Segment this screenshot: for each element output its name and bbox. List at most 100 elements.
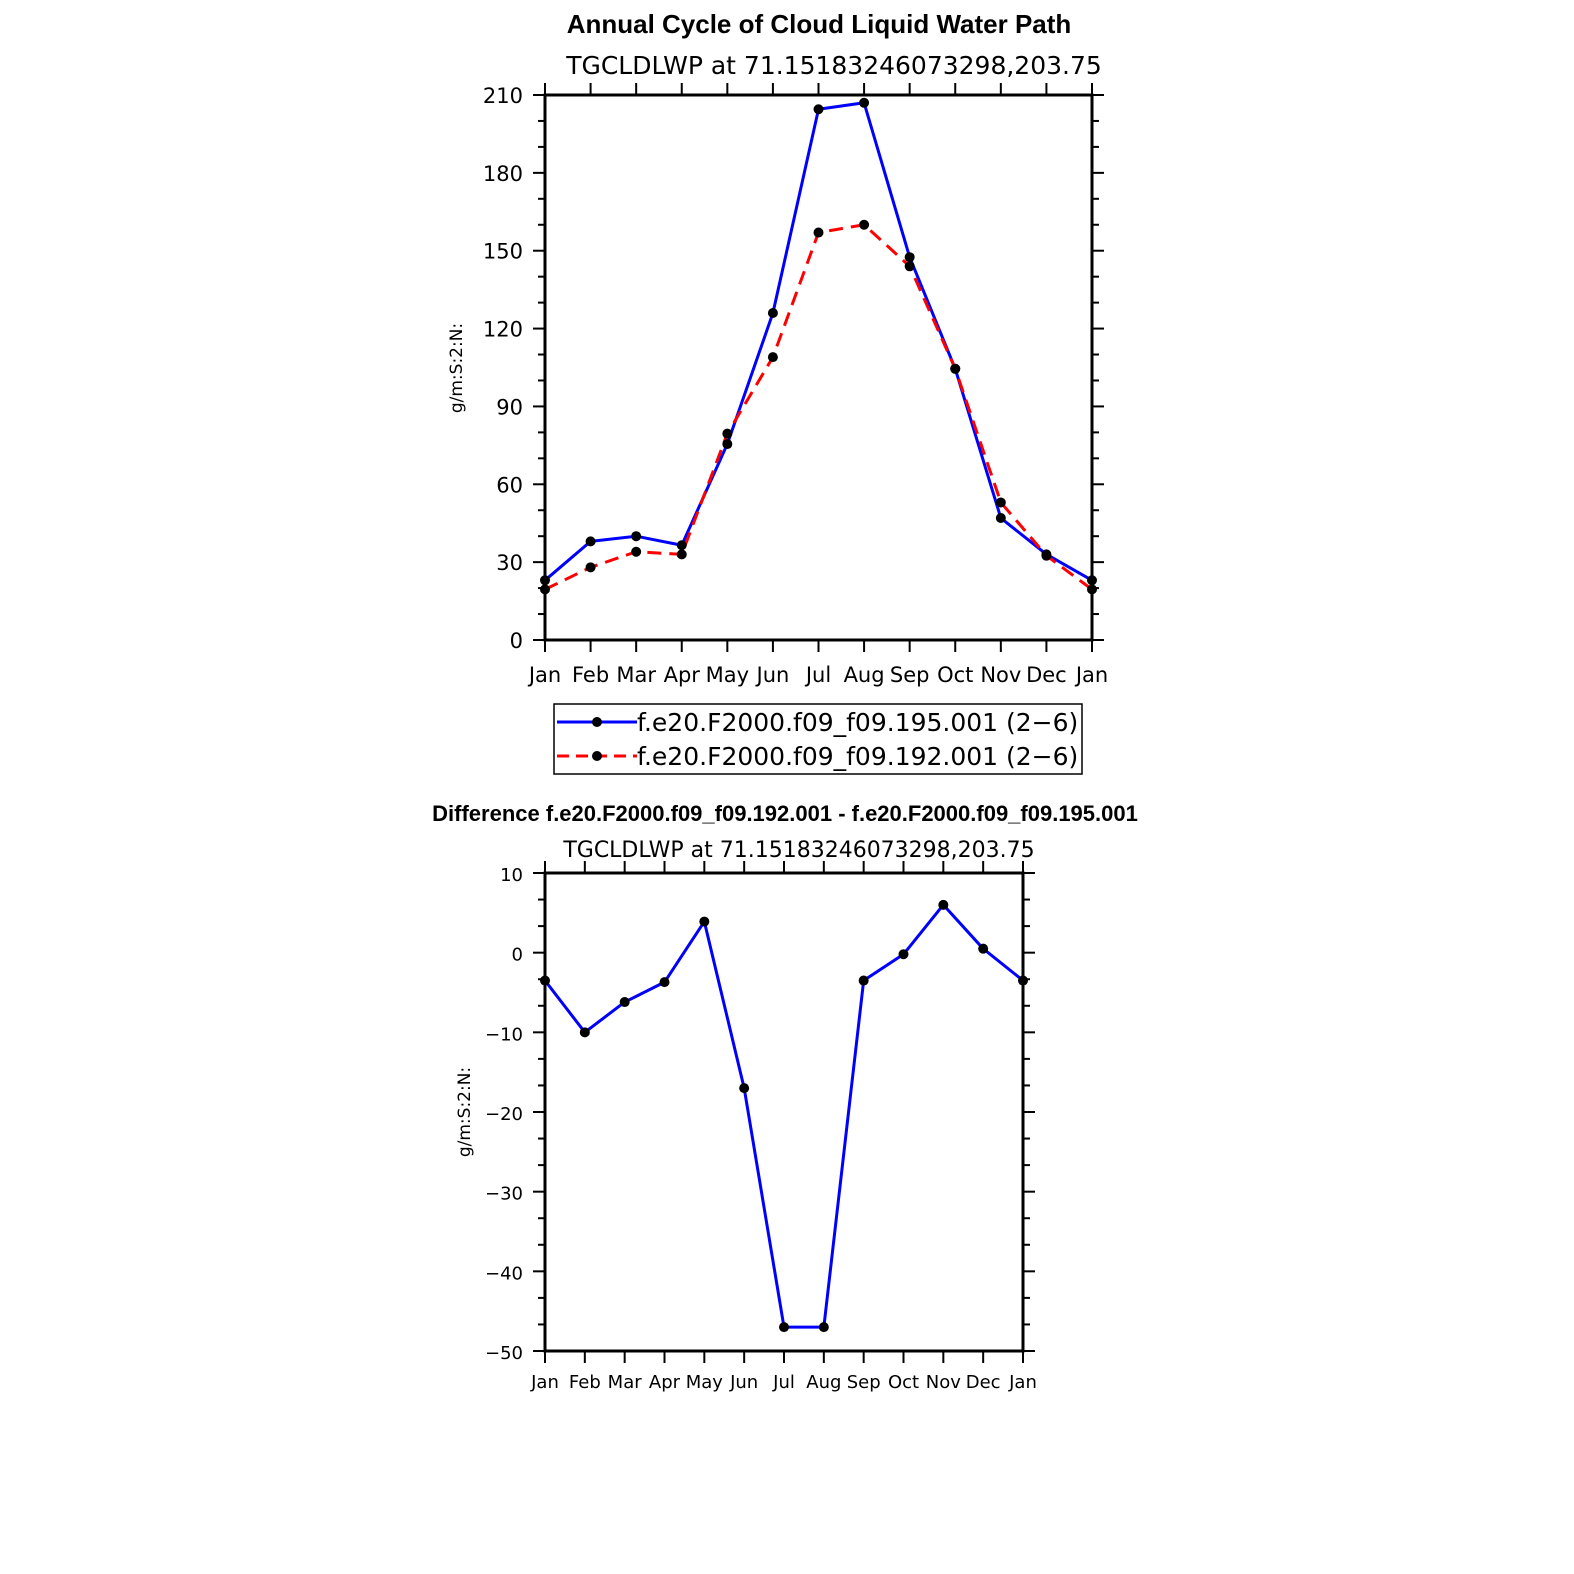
x-tick-label: May [686,1372,724,1393]
y-tick-label: 210 [483,84,523,108]
y-tick-label: 0 [510,629,523,653]
y-tick-label: 0 [512,945,523,966]
series-1-point [938,899,949,910]
x-tick-label: Jan [1008,1372,1037,1393]
series-1-point [540,575,550,586]
y-tick-label: 120 [483,318,523,342]
series-1-point [818,1322,829,1333]
series-2-point [540,584,550,595]
x-tick-label: May [706,663,749,687]
series-2-point [1041,550,1052,561]
chart-1-subtitle: TGCLDLWP at 71.15183246073298,203.75 [565,51,1102,80]
legend-label-series-2: f.e20.F2000.f09_f09.192.001 (2−6) [637,742,1078,771]
chart-1-title: Annual Cycle of Cloud Liquid Water Path [567,9,1072,39]
x-tick-label: Jun [729,1372,758,1393]
series-1-point [858,975,869,986]
x-tick-label: Feb [569,1372,601,1393]
y-tick-label: 90 [496,395,523,419]
x-tick-label: Jan [527,663,561,687]
series-1-point [585,536,596,547]
x-tick-label: Sep [890,663,930,687]
x-tick-label: Oct [888,1372,919,1393]
y-tick-label: −30 [485,1184,523,1205]
chart-2-ylabel: g/m:S:2:N: [455,1067,475,1157]
x-tick-label: Nov [980,663,1021,687]
series-2-point [767,352,778,363]
series-1-point [767,308,778,318]
y-tick-label: 60 [496,473,523,497]
series-2-point [995,497,1006,508]
series-2-point [859,219,870,230]
series-1-point [659,977,670,988]
x-tick-label: Apr [649,1372,681,1393]
x-tick-label: Dec [966,1372,1001,1393]
series-1-point [579,1027,590,1038]
y-tick-label: 30 [496,551,523,575]
chart-1-legend: f.e20.F2000.f09_f09.195.001 (2−6) f.e20.… [553,703,1083,775]
series-line-1 [544,101,1093,582]
series-1-point [540,975,550,986]
legend-marker-series-2 [592,751,602,761]
series-2-point [950,363,961,374]
chart-1-plot-area: 0 30 60 90 120 150 180 210 Jan Feb Mar Apr May Jun Jul… [483,83,1108,687]
legend-label-series-1: f.e20.F2000.f09_f09.195.001 (2−6) [637,708,1078,737]
x-tick-label: Sep [847,1372,881,1393]
x-tick-label: Feb [572,663,609,687]
x-tick-label: Jun [755,663,790,687]
series-line-1 [543,903,1024,1329]
series-1-point [1087,575,1097,586]
series-1-point [1018,975,1028,986]
series-1-point [722,439,733,450]
series-1-point [904,252,915,263]
series-1-point [699,916,710,927]
chart-2-subtitle: TGCLDLWP at 71.15183246073298,203.75 [562,838,1034,863]
series-1-point [859,97,870,108]
series-1-point [978,943,989,954]
series-1-point [995,513,1006,524]
chart-1: Annual Cycle of Cloud Liquid Water Path … [447,9,1108,775]
series-1-point [739,1083,750,1094]
x-tick-label: Dec [1026,663,1067,687]
x-tick-label: Nov [926,1372,961,1393]
y-tick-label: 180 [483,162,523,186]
x-tick-label: Oct [937,663,973,687]
series-line-2 [544,223,1093,591]
x-tick-label: Aug [806,1372,841,1393]
series-2-point [676,549,687,560]
x-tick-label: Jul [804,663,831,687]
y-tick-label: 150 [483,240,523,264]
plot-frame [543,871,1025,1353]
y-tick-label: −20 [485,1104,523,1125]
legend-marker-series-1 [592,717,602,727]
series-2-point [904,261,915,272]
plot-frame [543,93,1094,642]
series-1-point [779,1322,789,1333]
x-tick-label: Mar [608,1372,643,1393]
x-tick-label: Jan [530,1372,559,1393]
series-2-point [813,227,824,238]
x-tick-label: Apr [664,663,701,687]
series-1-point [631,531,642,542]
series-1-point [676,540,687,551]
y-tick-label: −50 [485,1343,523,1364]
series-1-point [898,949,909,960]
series-2-point [722,428,733,439]
chart-2-plot-area: −50 −40 −30 −20 −10 0 10 Jan Feb Mar Apr May Jun Jul A… [485,861,1037,1393]
x-tick-label: Jan [1074,663,1108,687]
chart-1-ylabel: g/m:S:2:N: [447,323,467,413]
x-tick-label: Mar [616,663,656,687]
x-tick-label: Jul [772,1372,795,1393]
series-1-point [619,997,630,1008]
series-2-point [1087,584,1097,595]
legend-box [553,703,1083,775]
y-tick-label: 10 [500,865,523,886]
chart-2-title: Difference f.e20.F2000.f09_f09.192.001 -… [432,801,1138,826]
series-1-point [813,104,824,115]
x-tick-label: Aug [844,663,885,687]
y-tick-label: −40 [485,1263,523,1284]
chart-2: Difference f.e20.F2000.f09_f09.192.001 -… [432,801,1138,1393]
y-tick-label: −10 [485,1024,523,1045]
series-2-point [631,546,642,557]
series-2-point [585,562,596,573]
